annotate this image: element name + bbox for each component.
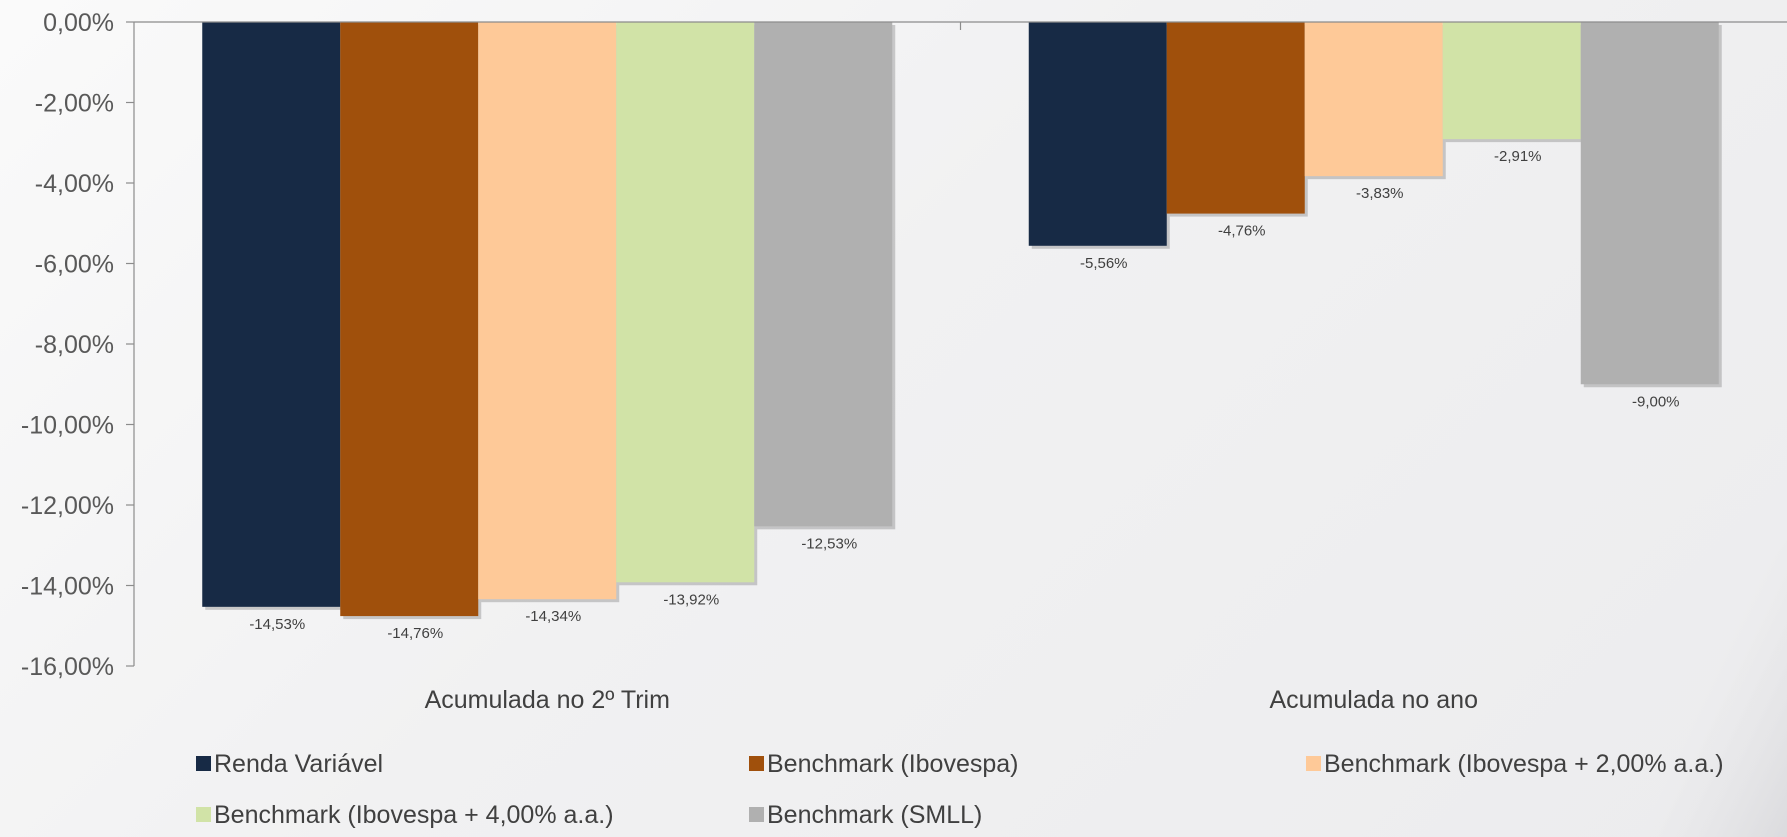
y-tick-label: -10,00% <box>21 412 114 440</box>
bar <box>1166 22 1305 214</box>
legend-label: Benchmark (SMLL) <box>767 801 982 829</box>
y-tick-label: -16,00% <box>21 653 114 681</box>
legend-swatch <box>749 807 764 822</box>
data-label: -13,92% <box>663 591 719 608</box>
bar <box>754 22 893 527</box>
y-tick-label: -2,00% <box>35 90 114 118</box>
data-label: -14,76% <box>387 625 443 642</box>
data-label: -14,34% <box>525 608 581 625</box>
data-label: -14,53% <box>249 616 305 633</box>
y-tick-label: -8,00% <box>35 331 114 359</box>
legend-label: Benchmark (Ibovespa + 2,00% a.a.) <box>1324 750 1724 778</box>
data-label: -2,91% <box>1494 148 1542 165</box>
category-label: Acumulada no 2º Trim <box>425 686 670 714</box>
legend-swatch <box>749 756 764 771</box>
legend-label: Benchmark (Ibovespa) <box>767 750 1019 778</box>
y-tick-label: 0,00% <box>43 9 114 37</box>
bars <box>202 22 1722 620</box>
category-label: Acumulada no ano <box>1270 686 1478 714</box>
background-swoosh <box>1640 540 1787 837</box>
y-axis: 0,00% -2,00% -4,00% -6,00% -8,00% -10,00% -12,… <box>21 9 135 681</box>
legend: Renda Variável Benchmark (Ibovespa) Benchm… <box>196 750 1724 829</box>
legend-swatch <box>196 756 211 771</box>
legend-swatch <box>1306 756 1321 771</box>
bar <box>340 22 479 617</box>
y-tick-label: -12,00% <box>21 492 114 520</box>
bar <box>1442 22 1581 140</box>
data-label: -12,53% <box>801 535 857 552</box>
data-label: -4,76% <box>1218 223 1266 240</box>
data-labels: -14,53% -14,76% -14,34% -13,92% -12,53% -5,56… <box>249 148 1679 642</box>
x-axis: Acumulada no 2º Trim Acumulada no ano <box>134 21 1787 714</box>
y-tick-label: -14,00% <box>21 573 114 601</box>
bar <box>478 22 617 600</box>
bar <box>1304 22 1443 177</box>
y-tick-label: -4,00% <box>35 170 114 198</box>
bar <box>1580 22 1719 385</box>
bar <box>616 22 755 583</box>
bar <box>202 22 341 607</box>
bar <box>1028 22 1167 246</box>
legend-label: Renda Variável <box>214 750 383 778</box>
y-tick-label: -6,00% <box>35 251 114 279</box>
legend-label: Benchmark (Ibovespa + 4,00% a.a.) <box>214 801 614 829</box>
data-label: -5,56% <box>1080 255 1128 272</box>
legend-swatch <box>196 807 211 822</box>
data-label: -3,83% <box>1356 185 1404 202</box>
data-label: -9,00% <box>1632 393 1680 410</box>
